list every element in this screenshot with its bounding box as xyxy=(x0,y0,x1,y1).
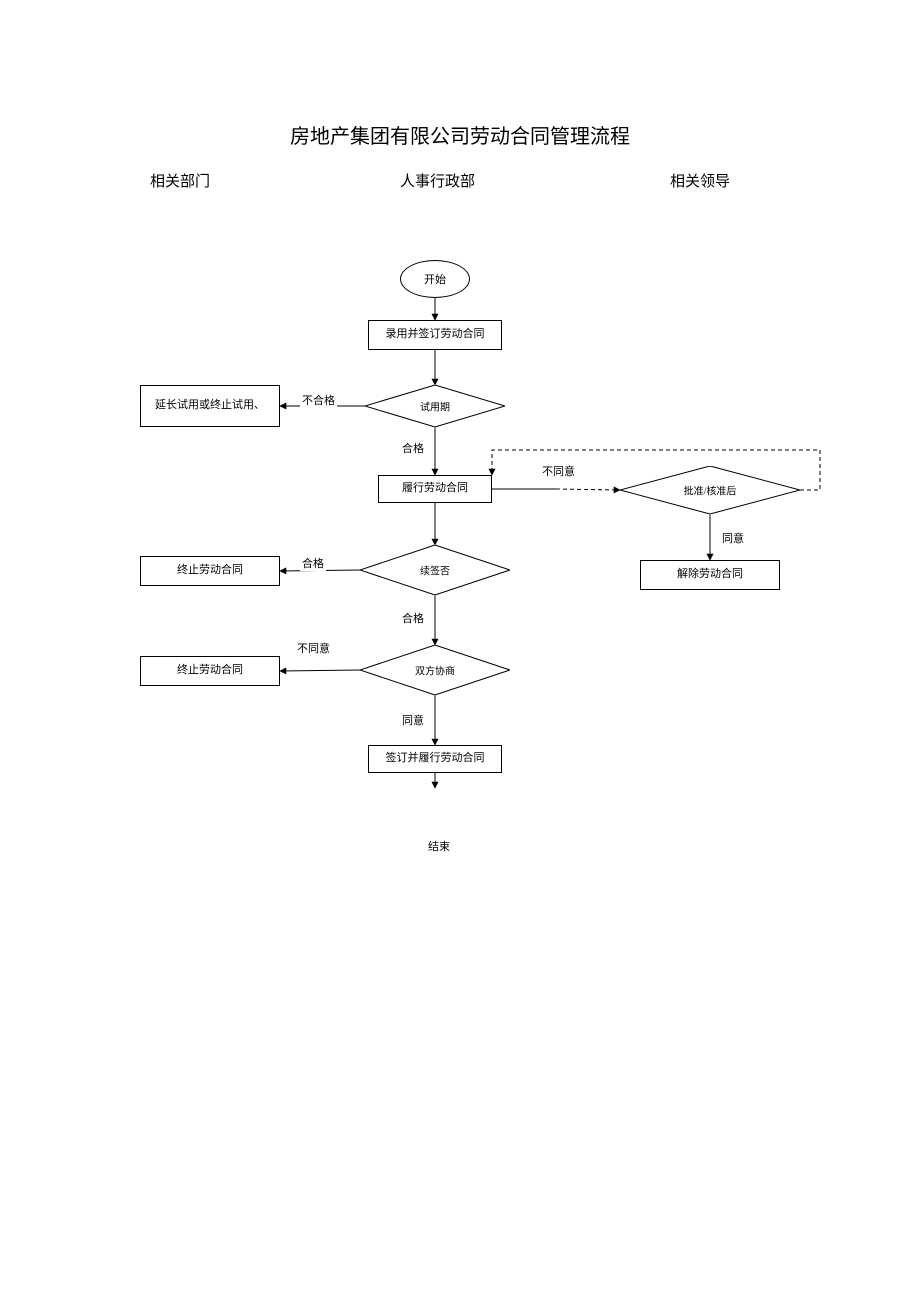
edge-label: 同意 xyxy=(720,530,746,546)
edge-label: 不合格 xyxy=(300,392,337,408)
node-exam: 续签否 xyxy=(360,545,510,595)
node-trial: 试用期 xyxy=(365,385,505,427)
node-perform: 履行劳动合同 xyxy=(378,475,492,503)
node-sign2: 签订并履行劳动合同 xyxy=(368,745,502,773)
node-term1: 终止劳动合同 xyxy=(140,556,280,586)
edge-label: 合格 xyxy=(400,610,426,626)
node-extend: 延长试用或终止试用、 xyxy=(140,385,280,427)
node-start: 开始 xyxy=(400,260,470,298)
col-header-center: 人事行政部 xyxy=(400,170,475,191)
edge-label: 合格 xyxy=(400,440,426,456)
col-header-left: 相关部门 xyxy=(150,170,210,191)
page-title: 房地产集团有限公司劳动合同管理流程 xyxy=(0,120,920,149)
node-hire: 录用并签订劳动合同 xyxy=(368,320,502,350)
col-header-right: 相关领导 xyxy=(670,170,730,191)
node-both: 双方协商 xyxy=(360,645,510,695)
node-term2: 终止劳动合同 xyxy=(140,656,280,686)
end-label: 结束 xyxy=(428,838,450,854)
node-approve: 批准/核准后 xyxy=(620,466,800,514)
edge-label: 不同意 xyxy=(295,640,332,656)
node-cancel: 解除劳动合同 xyxy=(640,560,780,590)
edge-label: 合格 xyxy=(300,555,326,571)
edge-label: 同意 xyxy=(400,712,426,728)
edge-label: 不同意 xyxy=(540,463,577,479)
